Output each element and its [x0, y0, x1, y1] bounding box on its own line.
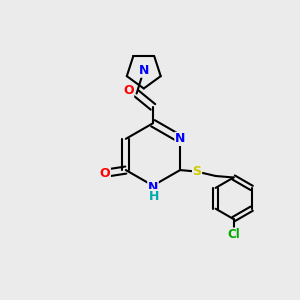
Text: S: S: [193, 165, 202, 178]
Text: N: N: [148, 181, 158, 194]
Text: N: N: [139, 64, 149, 77]
Text: H: H: [149, 190, 160, 202]
Text: O: O: [123, 84, 134, 97]
Text: N: N: [175, 132, 185, 146]
Text: O: O: [100, 167, 110, 179]
Text: Cl: Cl: [227, 228, 240, 241]
